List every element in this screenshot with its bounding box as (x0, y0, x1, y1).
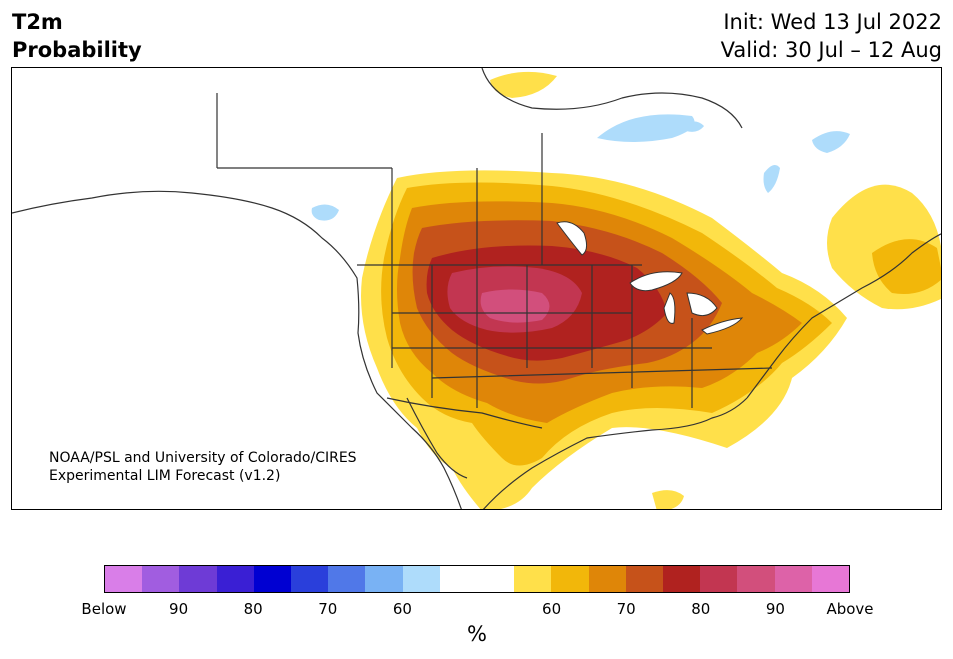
coastlines-and-borders (12, 68, 941, 509)
pacific-coastline (12, 190, 462, 509)
forecast-credit: NOAA/PSL and University of Colorado/CIRE… (49, 449, 357, 485)
lake-superior (629, 271, 683, 292)
colorbar-tick-label: 80 (691, 600, 711, 618)
title-line-2: Probability (12, 38, 142, 62)
colorbar-unit-label: % (467, 622, 487, 646)
colorbar-segment (588, 566, 626, 592)
colorbar-segment (179, 566, 217, 592)
colorbar-segment (737, 566, 775, 592)
lake-erie (701, 317, 744, 335)
colorbar-segment (625, 566, 664, 592)
colorbar-segment (142, 566, 180, 592)
colorbar-segment (514, 566, 552, 592)
state-lines (391, 265, 773, 408)
colorbar-segment (551, 566, 589, 592)
light-blue-region-4 (311, 204, 339, 221)
colorbar-segment (216, 566, 254, 592)
gold-region-east (872, 239, 941, 294)
forecast-dates: Init: Wed 13 Jul 2022 Valid: 30 Jul – 12… (721, 8, 942, 64)
probability-shading (311, 71, 941, 509)
colorbar-segment (402, 566, 440, 592)
colorbar-tick-label: 80 (243, 600, 263, 618)
us-mexico-border (386, 397, 543, 429)
light-blue-region-5 (684, 121, 704, 132)
yellow-region-north (490, 71, 557, 98)
colorbar-tick-label: Below (81, 600, 127, 618)
lake-michigan (663, 292, 676, 324)
colorbar-segment (700, 566, 738, 592)
light-blue-region-1 (597, 114, 695, 142)
map-title: T2m Probability (12, 8, 142, 64)
colorbar-segment (291, 566, 329, 592)
probability-colorbar (104, 565, 850, 593)
hudson-bay (481, 68, 743, 129)
colorbar-segment (663, 566, 701, 592)
yellow-region-south (652, 490, 684, 509)
colorbar-tick-label: 60 (542, 600, 562, 618)
light-blue-region-3 (763, 164, 780, 193)
colorbar-tick-label: 60 (392, 600, 412, 618)
lake-winnipeg (556, 221, 588, 256)
lake-huron (686, 292, 718, 317)
valid-dates: Valid: 30 Jul – 12 Aug (720, 38, 942, 62)
colorbar-segment (253, 566, 292, 592)
colorbar-tick-label: Above (826, 600, 874, 618)
credit-line-2: Experimental LIM Forecast (v1.2) (49, 468, 281, 484)
colorbar-tick-label: 70 (318, 600, 338, 618)
colorbar-segment (365, 566, 403, 592)
colorbar-segment (774, 566, 812, 592)
colorbar-tick-label: 90 (765, 600, 785, 618)
init-date: Init: Wed 13 Jul 2022 (723, 10, 942, 34)
baja-coast (406, 397, 468, 479)
atlantic-coast (746, 233, 941, 399)
map-canvas (12, 68, 941, 509)
great-lakes (556, 221, 744, 335)
colorbar-tick-label: 70 (616, 600, 636, 618)
colorbar-tick-label: 90 (169, 600, 189, 618)
colorbar-segment (105, 566, 143, 592)
probability-map (11, 67, 942, 510)
title-line-1: T2m (12, 10, 63, 34)
canada-provinces (216, 93, 543, 265)
pink-region (480, 289, 550, 323)
gulf-coast (482, 397, 748, 509)
credit-line-1: NOAA/PSL and University of Colorado/CIRE… (49, 450, 357, 466)
colorbar-segment (477, 566, 515, 592)
colorbar-segment (811, 566, 850, 592)
colorbar-segment (328, 566, 366, 592)
light-blue-region-2 (812, 131, 850, 153)
colorbar-segment (439, 566, 478, 592)
